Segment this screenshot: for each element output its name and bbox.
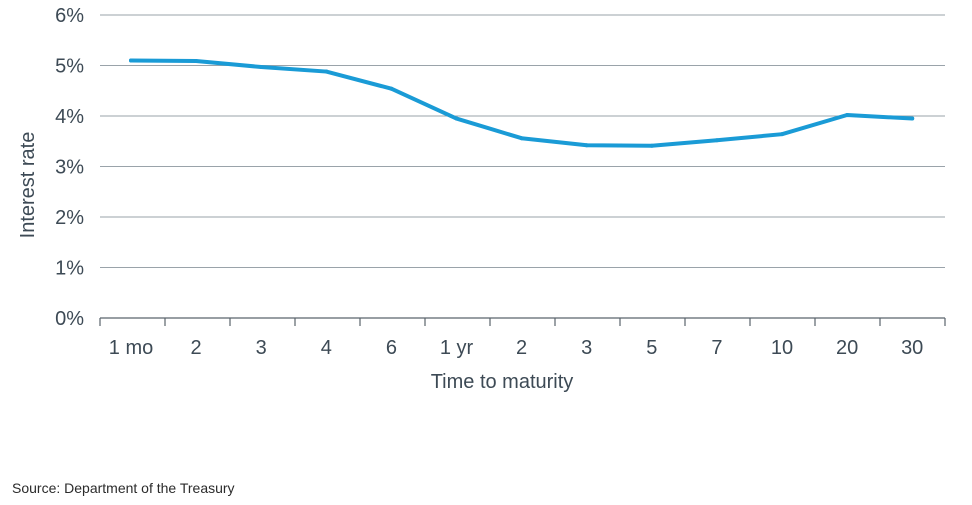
x-tick-labels: 1 mo 2 3 4 6 1 yr 2 3 5 7 10 20 30 xyxy=(109,337,924,359)
x-tick-label: 4 xyxy=(321,337,332,359)
data-point xyxy=(324,69,329,74)
y-tick-label: 6% xyxy=(55,5,84,27)
gridlines xyxy=(100,14,945,268)
x-tick-label: 2 xyxy=(516,337,527,359)
series-layer xyxy=(129,58,915,148)
y-tick-label: 4% xyxy=(55,106,84,128)
series-line xyxy=(129,58,915,148)
x-axis xyxy=(99,317,946,326)
y-tick-label: 2% xyxy=(55,207,84,229)
x-tick-label: 3 xyxy=(581,337,592,359)
x-tick-label: 10 xyxy=(771,337,793,359)
y-tick-label: 1% xyxy=(55,258,84,280)
yield-curve-chart: 0% 1% 2% 3% 4% 5% 6% 1 mo 2 3 4 6 1 yr 2 3 5 7 10 20 30 Ti… xyxy=(17,5,946,393)
data-point xyxy=(129,58,133,63)
x-tick-label: 5 xyxy=(646,337,657,359)
y-tick-labels: 0% 1% 2% 3% 4% 5% 6% xyxy=(55,5,84,330)
x-tick-label: 6 xyxy=(386,337,397,359)
data-point xyxy=(454,116,459,121)
data-point xyxy=(780,132,784,137)
x-tick-label: 7 xyxy=(711,337,722,359)
data-point xyxy=(389,86,394,91)
x-tick-label: 30 xyxy=(901,337,923,359)
data-point xyxy=(584,143,589,148)
y-tick-label: 5% xyxy=(55,56,84,78)
data-point xyxy=(259,65,264,70)
y-tick-label: 0% xyxy=(55,308,84,330)
y-axis-title: Interest rate xyxy=(17,132,39,239)
data-point xyxy=(519,136,524,141)
y-tick-label: 3% xyxy=(55,157,84,179)
x-tick-label: 3 xyxy=(256,337,267,359)
source-note: Source: Department of the Treasury xyxy=(12,480,235,496)
x-tick-label: 20 xyxy=(836,337,858,359)
data-point xyxy=(714,138,719,143)
data-point xyxy=(845,112,850,117)
data-point xyxy=(649,143,654,148)
x-tick-label: 1 yr xyxy=(440,337,474,359)
data-point xyxy=(194,58,199,63)
x-tick-label: 2 xyxy=(191,337,202,359)
data-point xyxy=(910,116,915,121)
x-tick-label: 1 mo xyxy=(109,337,153,359)
x-axis-title: Time to maturity xyxy=(431,371,574,393)
